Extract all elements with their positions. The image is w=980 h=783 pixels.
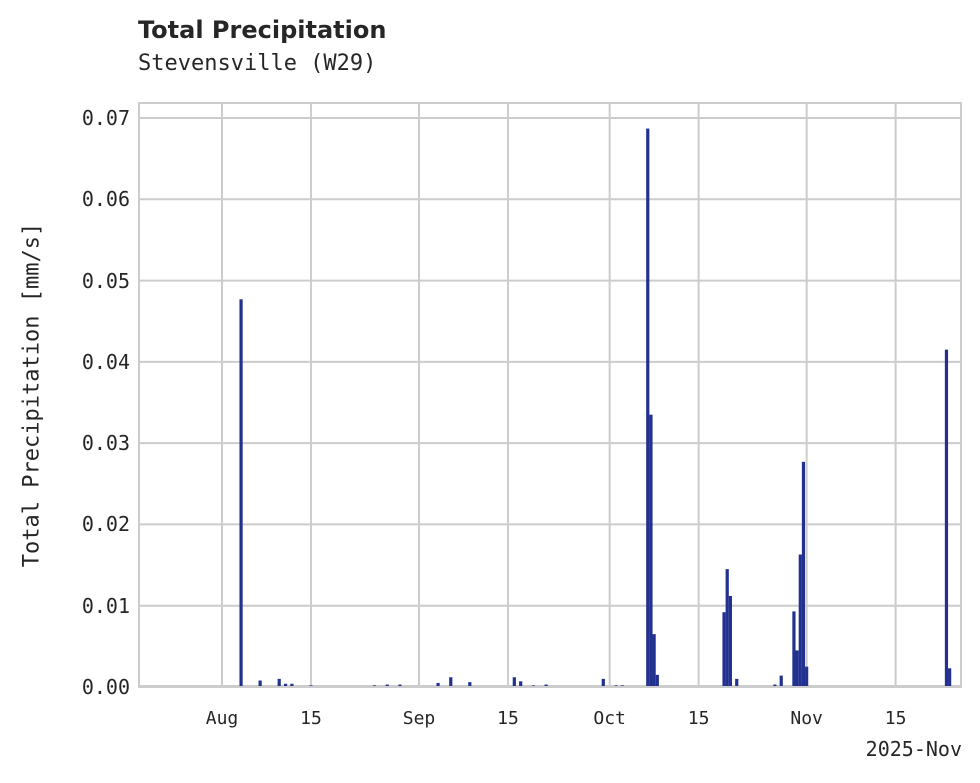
- data-bar: [792, 611, 796, 686]
- data-bar: [512, 677, 516, 686]
- data-bar: [735, 678, 739, 686]
- x-tick-label: Sep: [402, 708, 436, 729]
- data-bar: [649, 414, 653, 686]
- data-bar: [258, 680, 262, 686]
- data-bar: [948, 668, 952, 686]
- data-bar: [944, 349, 949, 686]
- y-tick-label: 0.05: [81, 268, 130, 293]
- data-bar: [385, 684, 389, 686]
- data-bar: [728, 595, 732, 686]
- chart-subtitle: Stevensville (W29): [138, 51, 377, 76]
- data-bar: [398, 684, 402, 686]
- x-tick-label: Oct: [593, 708, 626, 729]
- data-bar: [801, 461, 806, 686]
- data-bar: [277, 678, 281, 686]
- y-tick-label: 0.01: [81, 593, 130, 618]
- data-bar: [239, 299, 243, 686]
- x-tick-label: Aug: [205, 708, 239, 729]
- x-tick-label: 15: [497, 708, 519, 729]
- data-bar: [436, 682, 440, 686]
- x-tick-label: 15: [300, 708, 322, 729]
- data-bar: [614, 685, 618, 687]
- data-bar: [309, 685, 313, 687]
- data-bar: [722, 612, 726, 686]
- data-bar: [544, 684, 548, 686]
- data-bar: [725, 569, 729, 686]
- data-bar: [652, 634, 656, 686]
- y-tick-label: 0.00: [81, 675, 130, 699]
- y-tick-label: 0.03: [81, 431, 130, 456]
- y-tick-label: 0.04: [81, 349, 130, 374]
- x-tick-label: 15: [687, 708, 710, 729]
- x-tick-label: 15: [884, 708, 907, 729]
- y-tick-label: 0.06: [81, 187, 130, 212]
- y-tick-label: 0.07: [81, 106, 130, 130]
- y-tick-label: 0.02: [81, 512, 130, 537]
- data-bar: [372, 685, 377, 687]
- data-bar: [805, 666, 809, 686]
- data-bar: [773, 684, 777, 686]
- data-bar: [290, 683, 294, 686]
- data-bar: [468, 682, 472, 686]
- data-bar: [601, 678, 605, 686]
- data-bar: [449, 677, 453, 686]
- data-bar: [531, 685, 535, 687]
- data-bar: [798, 554, 802, 686]
- data-bar: [779, 675, 783, 686]
- y-axis-label: Total Precipitation [mm/s]: [19, 222, 45, 568]
- data-bar: [646, 128, 650, 686]
- data-bar: [620, 685, 624, 687]
- data-bar: [519, 681, 523, 686]
- data-bar: [795, 650, 799, 686]
- data-bar: [283, 683, 288, 686]
- x-tick-label: Nov: [790, 708, 823, 729]
- x-axis-offset-label: 2025-Nov: [865, 737, 962, 761]
- chart-title: Total Precipitation: [138, 16, 387, 44]
- data-bar: [655, 674, 659, 686]
